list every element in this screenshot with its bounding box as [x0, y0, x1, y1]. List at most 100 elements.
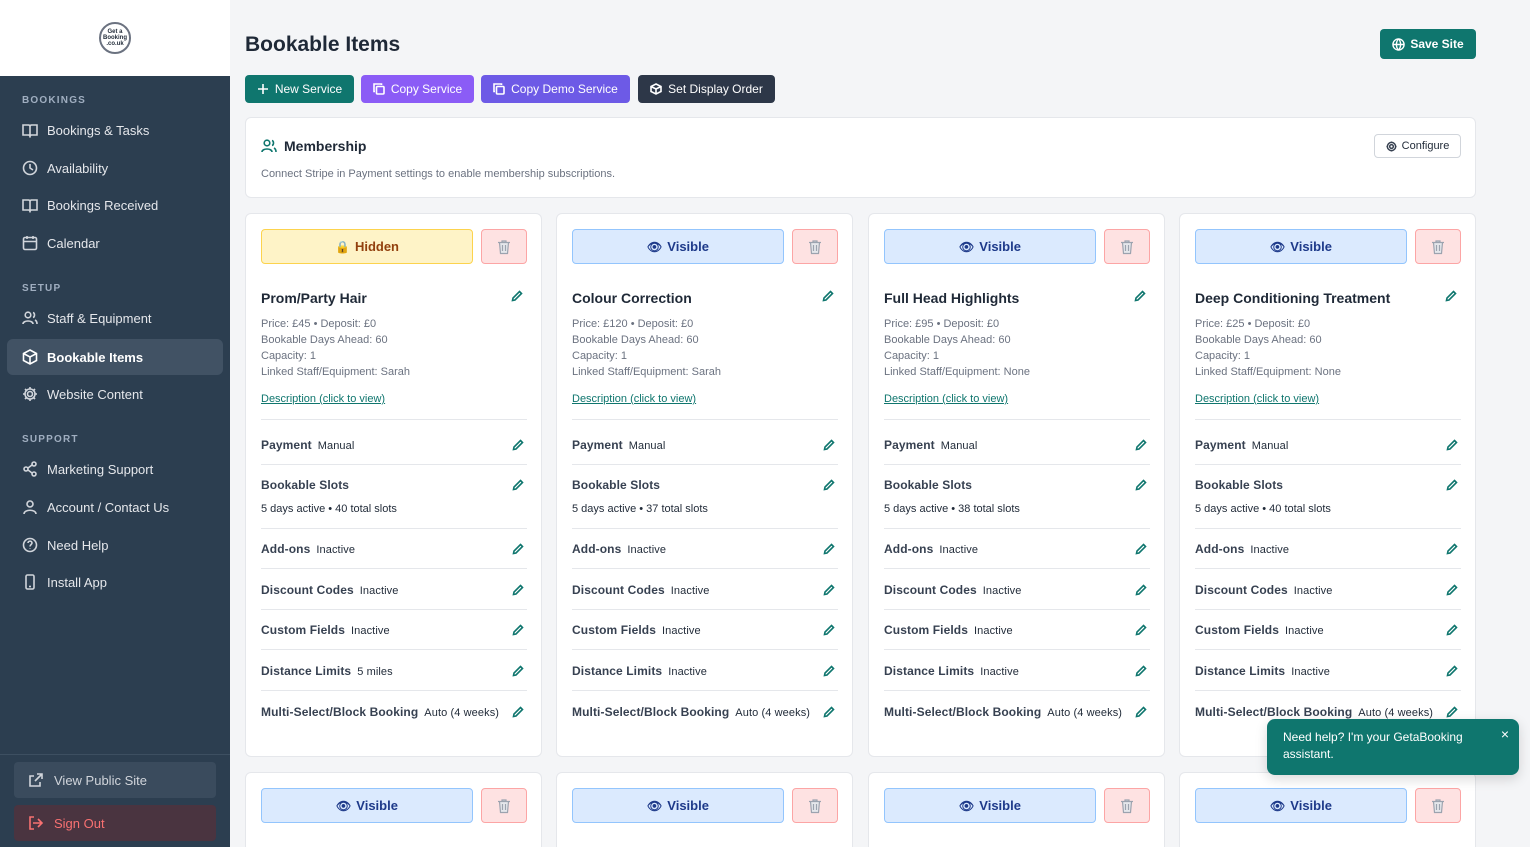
pencil-icon[interactable]	[1446, 543, 1458, 555]
pencil-icon[interactable]	[1446, 624, 1458, 636]
linked-staff: Linked Staff/Equipment: None	[884, 366, 1030, 378]
row-label: Payment	[1195, 438, 1246, 452]
pencil-icon[interactable]	[1446, 584, 1458, 596]
pencil-icon[interactable]	[823, 624, 835, 636]
visibility-label: Visible	[979, 239, 1021, 254]
sidebar-item-availability[interactable]: Availability	[7, 150, 223, 186]
days-ahead: Bookable Days Ahead: 60	[1195, 334, 1322, 346]
pencil-icon[interactable]	[1446, 665, 1458, 677]
service-card: 🔒 Hidden Prom/Party Hair Price: £45 • De…	[245, 213, 542, 757]
eye-icon: 👁	[647, 798, 663, 813]
price-line: Price: £120 • Deposit: £0	[572, 318, 694, 330]
copy-service-button[interactable]: Copy Service	[361, 75, 474, 103]
visibility-toggle-button[interactable]: 👁 Visible	[884, 229, 1096, 264]
description-link[interactable]: Description (click to view)	[884, 393, 1009, 405]
visibility-toggle-button[interactable]: 👁 Visible	[572, 788, 784, 823]
visibility-toggle-button[interactable]: 👁 Visible	[1195, 788, 1407, 823]
sidebar-item-need-help[interactable]: Need Help	[7, 527, 223, 563]
pencil-icon[interactable]	[1135, 479, 1147, 491]
divider	[884, 568, 1150, 569]
pencil-icon[interactable]	[1135, 584, 1147, 596]
sidebar-item-install-app[interactable]: Install App	[7, 564, 223, 600]
delete-button[interactable]	[1415, 788, 1461, 823]
save-site-button[interactable]: Save Site	[1380, 29, 1476, 59]
pencil-icon[interactable]	[823, 543, 835, 555]
delete-button[interactable]	[792, 229, 838, 264]
description-link[interactable]: Description (click to view)	[261, 393, 386, 405]
sidebar-item-bookings-received[interactable]: Bookings Received	[7, 187, 223, 223]
sidebar-item-bookings-tasks[interactable]: Bookings & Tasks	[7, 112, 223, 148]
pencil-icon[interactable]	[823, 584, 835, 596]
divider	[572, 690, 838, 691]
configure-button[interactable]: Configure	[1374, 134, 1461, 158]
row-value: 5 miles	[357, 666, 393, 678]
view-public-site-button[interactable]: View Public Site	[14, 762, 216, 798]
pencil-icon[interactable]	[822, 290, 834, 302]
pencil-icon[interactable]	[1134, 290, 1146, 302]
delete-button[interactable]	[1104, 229, 1150, 264]
pencil-icon[interactable]	[1135, 543, 1147, 555]
pencil-icon[interactable]	[1445, 290, 1457, 302]
pencil-icon[interactable]	[1446, 479, 1458, 491]
trash-icon	[498, 798, 510, 813]
pencil-icon[interactable]	[823, 479, 835, 491]
delete-button[interactable]	[481, 788, 527, 823]
description-link[interactable]: Description (click to view)	[1195, 393, 1320, 405]
visibility-toggle-button[interactable]: 👁 Visible	[1195, 229, 1407, 264]
pencil-icon[interactable]	[511, 290, 523, 302]
sidebar-item-bookable-items[interactable]: Bookable Items	[7, 339, 223, 375]
pencil-icon[interactable]	[512, 543, 524, 555]
price-line: Price: £95 • Deposit: £0	[884, 318, 1000, 330]
delete-button[interactable]	[1104, 788, 1150, 823]
visibility-toggle-button[interactable]: 👁 Visible	[261, 788, 473, 823]
sidebar-item-staff-equipment[interactable]: Staff & Equipment	[7, 300, 223, 336]
row-label: Add-ons	[572, 542, 622, 556]
pencil-icon[interactable]	[823, 706, 835, 718]
pencil-icon[interactable]	[512, 624, 524, 636]
row-bookable_slots: Bookable Slots	[884, 478, 973, 492]
new-service-button[interactable]: New Service	[245, 75, 354, 103]
pencil-icon[interactable]	[512, 665, 524, 677]
pencil-icon[interactable]	[1446, 439, 1458, 451]
sidebar-item-label: Bookings & Tasks	[47, 122, 150, 138]
help-circle-icon	[22, 537, 38, 553]
set-display-order-button[interactable]: Set Display Order	[638, 75, 775, 103]
pencil-icon[interactable]	[1446, 706, 1458, 718]
divider	[1195, 419, 1461, 420]
visibility-toggle-button[interactable]: 🔒 Hidden	[261, 229, 473, 264]
sidebar-item-account-contact[interactable]: Account / Contact Us	[7, 489, 223, 525]
divider	[1195, 690, 1461, 691]
service-card: 👁 Visible	[1179, 772, 1476, 847]
sidebar-item-calendar[interactable]: Calendar	[7, 225, 223, 261]
sign-out-button[interactable]: Sign Out	[14, 805, 216, 841]
delete-button[interactable]	[792, 788, 838, 823]
divider	[884, 649, 1150, 650]
row-value: Auto (4 weeks)	[1047, 707, 1123, 719]
close-icon[interactable]: ×	[1500, 726, 1509, 742]
pencil-icon[interactable]	[1135, 665, 1147, 677]
pencil-icon[interactable]	[1135, 706, 1147, 718]
visibility-toggle-button[interactable]: 👁 Visible	[884, 788, 1096, 823]
delete-button[interactable]	[1415, 229, 1461, 264]
pencil-icon[interactable]	[1135, 439, 1147, 451]
logo[interactable]: Get a Booking .co.uk	[99, 22, 131, 54]
pencil-icon[interactable]	[1135, 624, 1147, 636]
copy-demo-service-button[interactable]: Copy Demo Service	[481, 75, 630, 103]
pencil-icon[interactable]	[512, 479, 524, 491]
divider	[261, 609, 527, 610]
user-icon	[23, 500, 37, 515]
row-custom_fields: Custom Fields Inactive	[261, 623, 390, 637]
delete-button[interactable]	[481, 229, 527, 264]
chat-assistant-popup[interactable]: Need help? I'm your GetaBooking assistan…	[1267, 719, 1519, 775]
sidebar-item-marketing-support[interactable]: Marketing Support	[7, 451, 223, 487]
plus-icon	[257, 84, 268, 94]
pencil-icon[interactable]	[512, 584, 524, 596]
visibility-toggle-button[interactable]: 👁 Visible	[572, 229, 784, 264]
pencil-icon[interactable]	[823, 439, 835, 451]
pencil-icon[interactable]	[512, 706, 524, 718]
sidebar-item-website-content[interactable]: Website Content	[7, 376, 223, 412]
pencil-icon[interactable]	[512, 439, 524, 451]
description-link[interactable]: Description (click to view)	[572, 393, 697, 405]
pencil-icon[interactable]	[823, 665, 835, 677]
row-label: Discount Codes	[1195, 583, 1288, 597]
